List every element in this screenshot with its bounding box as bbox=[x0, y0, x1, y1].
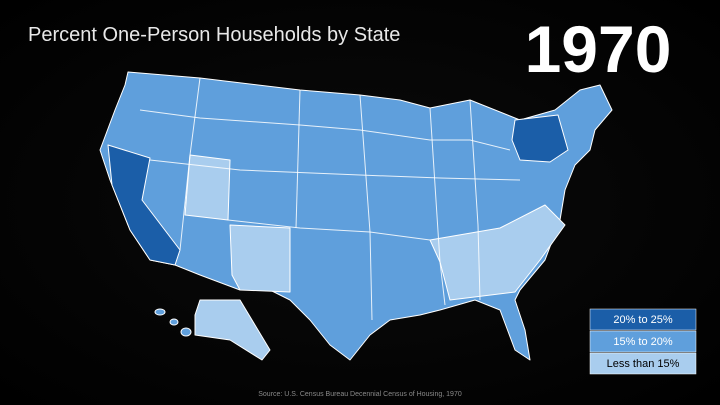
source: Source: U.S. Census Bureau Decennial Cen… bbox=[258, 391, 462, 398]
legend-label: 15% to 20% bbox=[613, 336, 673, 348]
state-border bbox=[227, 219, 431, 241]
hawaii bbox=[154, 308, 166, 316]
us-map bbox=[99, 71, 613, 361]
state-region bbox=[229, 224, 291, 293]
legend-swatch bbox=[589, 352, 697, 375]
state-border bbox=[429, 107, 446, 306]
hawaii bbox=[180, 327, 192, 337]
alaska bbox=[194, 299, 271, 361]
state-border bbox=[139, 109, 511, 151]
state-region bbox=[429, 204, 566, 301]
legend: 20% to 25% 15% to 20% Less than 15% bbox=[589, 308, 697, 375]
legend-label: 20% to 25% bbox=[613, 314, 673, 326]
legend-label: Less than 15% bbox=[607, 358, 680, 370]
state-border bbox=[179, 77, 201, 251]
state-region bbox=[511, 114, 569, 163]
legend-swatch bbox=[589, 330, 697, 353]
state-border bbox=[149, 159, 521, 181]
state-region bbox=[107, 144, 181, 266]
state-border bbox=[295, 89, 301, 229]
title: Percent One-Person Households by State bbox=[28, 24, 400, 46]
legend-swatch bbox=[589, 308, 697, 331]
hawaii bbox=[169, 318, 179, 326]
state-border bbox=[469, 99, 481, 301]
year: 1970 bbox=[525, 12, 672, 86]
state-border bbox=[359, 94, 373, 321]
